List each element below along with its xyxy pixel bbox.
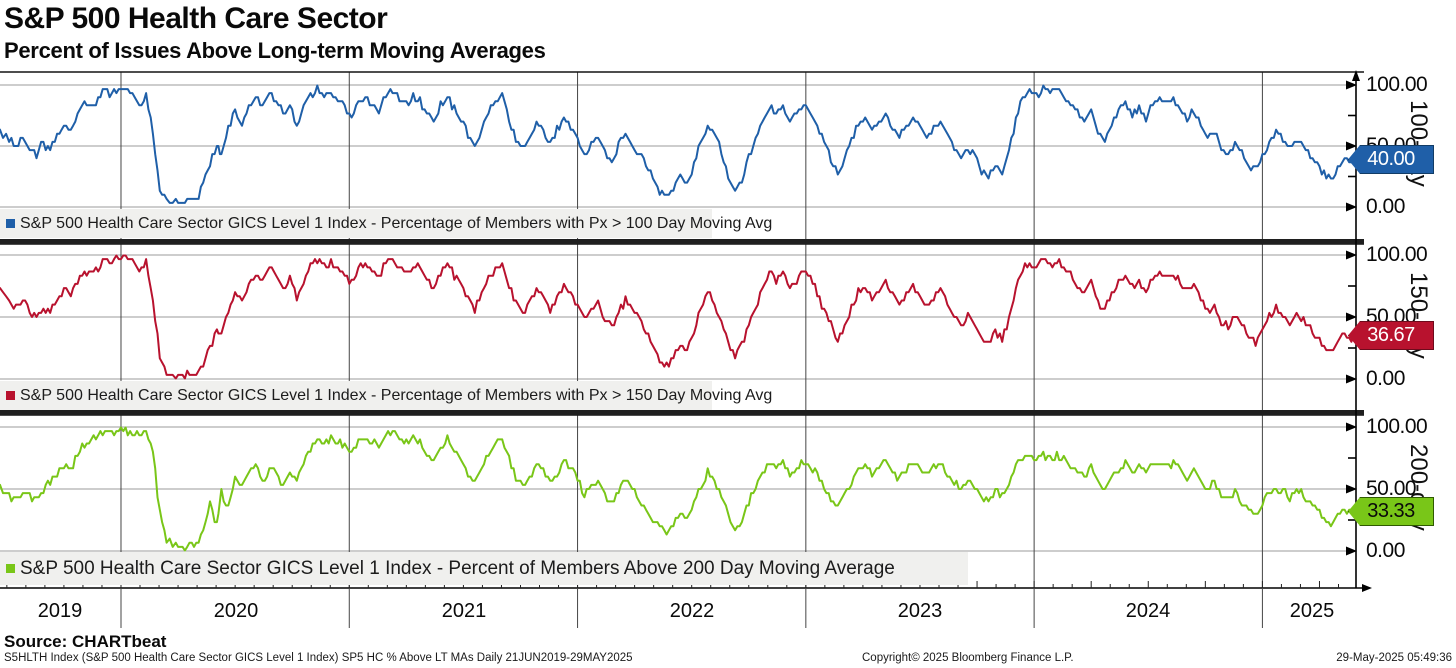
footer-description: S5HLTH Index (S&P 500 Health Care Sector… <box>4 652 633 664</box>
red-square-icon <box>6 391 15 400</box>
ytick-p3-0: 0.00 <box>1366 539 1405 562</box>
xtick-2024: 2024 <box>1125 600 1171 622</box>
ytick-p3-50: 50.00 <box>1366 477 1417 500</box>
xtick-2023: 2023 <box>897 600 943 622</box>
ytick-p1-100: 100.00 <box>1366 73 1428 96</box>
legend-label-200-day: S&P 500 Health Care Sector GICS Level 1 … <box>20 557 895 579</box>
green-square-icon <box>6 564 15 573</box>
source-line: Source: CHARTbeat <box>4 632 167 651</box>
footer-copyright: Copyright© 2025 Bloomberg Finance L.P. <box>862 652 1074 664</box>
legend-label-100-day: S&P 500 Health Care Sector GICS Level 1 … <box>20 214 773 232</box>
ytick-p1-0: 0.00 <box>1366 195 1405 218</box>
last-value-badge-200-day: 33.33 <box>1348 497 1434 526</box>
xtick-2025: 2025 <box>1289 600 1335 622</box>
legend-200-day: S&P 500 Health Care Sector GICS Level 1 … <box>0 552 968 585</box>
footer-timestamp: 29-May-2025 05:49:36 <box>1336 652 1452 664</box>
xtick-2019: 2019 <box>37 600 83 622</box>
legend-150-day: S&P 500 Health Care Sector GICS Level 1 … <box>0 381 772 410</box>
page-subtitle: Percent of Issues Above Long-term Moving… <box>4 38 546 63</box>
last-value-badge-150-day: 36.67 <box>1348 321 1434 350</box>
ytick-p2-100: 100.00 <box>1366 243 1428 266</box>
xtick-2022: 2022 <box>669 600 715 622</box>
last-value-badge-100-day: 40.00 <box>1348 145 1434 174</box>
page-title: S&P 500 Health Care Sector <box>4 2 388 35</box>
legend-label-150-day: S&P 500 Health Care Sector GICS Level 1 … <box>20 386 773 404</box>
xtick-2020: 2020 <box>213 600 259 622</box>
blue-square-icon <box>6 219 15 228</box>
xtick-2021: 2021 <box>441 600 487 622</box>
legend-100-day: S&P 500 Health Care Sector GICS Level 1 … <box>0 209 772 238</box>
ytick-p3-100: 100.00 <box>1366 415 1428 438</box>
ytick-p2-0: 0.00 <box>1366 367 1405 390</box>
